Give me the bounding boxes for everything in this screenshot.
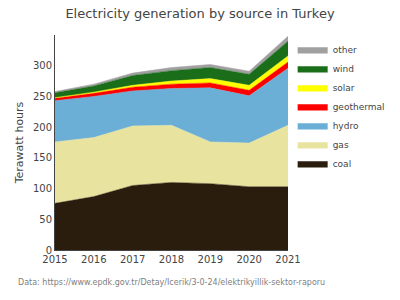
svg-text:2015: 2015: [42, 254, 67, 265]
svg-text:2017: 2017: [120, 254, 145, 265]
svg-text:coal: coal: [333, 159, 351, 169]
svg-text:150: 150: [33, 152, 52, 163]
svg-text:2020: 2020: [236, 254, 261, 265]
svg-text:100: 100: [33, 183, 52, 194]
svg-text:solar: solar: [333, 83, 355, 93]
svg-text:Data: https://www.epdk.gov.tr/: Data: https://www.epdk.gov.tr/Detay/Icer…: [18, 278, 325, 287]
svg-text:2016: 2016: [81, 254, 106, 265]
svg-text:50: 50: [39, 214, 52, 225]
svg-text:wind: wind: [333, 64, 354, 74]
svg-text:2021: 2021: [275, 254, 300, 265]
svg-text:hydro: hydro: [333, 121, 359, 131]
svg-text:300: 300: [33, 60, 52, 71]
svg-text:Electricity generation by sour: Electricity generation by source in Turk…: [65, 6, 335, 21]
svg-text:2019: 2019: [198, 254, 223, 265]
svg-text:gas: gas: [333, 140, 349, 150]
svg-text:geothermal: geothermal: [333, 102, 385, 112]
svg-text:0: 0: [46, 245, 52, 256]
svg-text:200: 200: [33, 122, 52, 133]
svg-text:2018: 2018: [159, 254, 184, 265]
svg-text:Terawatt hours: Terawatt hours: [13, 101, 26, 184]
svg-text:other: other: [333, 45, 357, 55]
svg-text:250: 250: [33, 91, 52, 102]
